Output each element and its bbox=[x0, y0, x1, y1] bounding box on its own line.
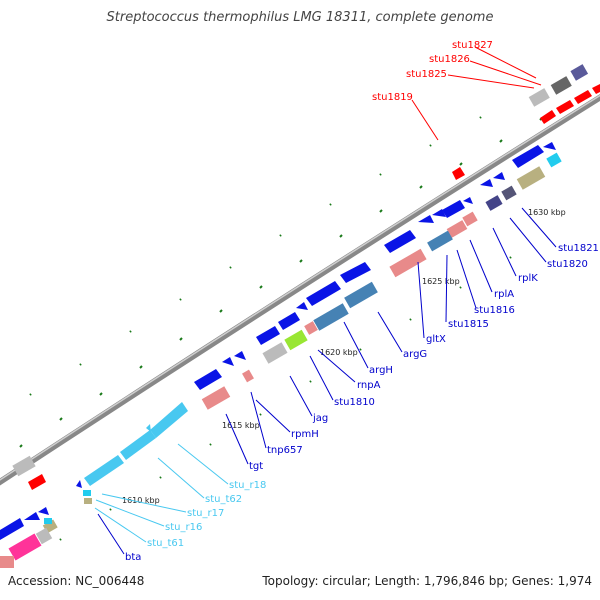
label-rpmH: rpmH bbox=[291, 429, 319, 440]
gene-features bbox=[0, 64, 600, 568]
gene-cds-f bbox=[432, 209, 446, 217]
label-stu1825: stu1825 bbox=[406, 69, 447, 80]
gene-cds-c bbox=[480, 179, 493, 187]
label-rnpA: rnpA bbox=[357, 380, 381, 391]
label-stu_r18: stu_r18 bbox=[229, 480, 266, 491]
gene-stu_r17 bbox=[76, 480, 82, 488]
gene-rplA bbox=[485, 195, 503, 211]
label-jag: jag bbox=[312, 413, 328, 424]
gene-cds-p bbox=[222, 357, 234, 366]
gene-left-cds-1 bbox=[0, 518, 24, 540]
gene-left-teal bbox=[44, 518, 52, 524]
kbp-1630: 1630 kbp bbox=[528, 208, 566, 217]
gene-stu1819 bbox=[452, 167, 465, 180]
gene-stu1826 bbox=[550, 76, 572, 95]
label-stu_t61: stu_t61 bbox=[147, 538, 184, 549]
label-argG: argG bbox=[403, 349, 427, 360]
label-stu1810: stu1810 bbox=[334, 397, 375, 408]
gene-label-texts: stu1827 stu1826 stu1825 stu1819 stu1821 … bbox=[125, 40, 599, 563]
gene-cds-i bbox=[384, 230, 416, 253]
gene-stu_r18-b bbox=[120, 430, 156, 460]
gene-cds-j bbox=[340, 262, 371, 283]
label-stu1819: stu1819 bbox=[372, 92, 413, 103]
gene-stu_r16 bbox=[83, 490, 91, 496]
label-stu1816: stu1816 bbox=[474, 305, 515, 316]
genome-backbone-highlight bbox=[0, 94, 600, 481]
gene-cds-q bbox=[194, 369, 222, 390]
gene-red-4 bbox=[592, 84, 600, 94]
label-tgt: tgt bbox=[249, 461, 263, 472]
label-stu1826: stu1826 bbox=[429, 54, 470, 65]
label-argH: argH bbox=[369, 365, 393, 376]
gene-cds-o bbox=[234, 351, 246, 360]
accession-text: Accession: NC_006448 bbox=[8, 574, 145, 588]
gene-tgt bbox=[201, 386, 231, 410]
gene-cds-g bbox=[442, 200, 465, 218]
kbp-1615: 1615 kbp bbox=[222, 421, 260, 430]
gene-rpmH bbox=[262, 342, 288, 364]
gene-cds-k bbox=[306, 281, 341, 306]
gene-stu1815 bbox=[446, 220, 468, 238]
gene-cds-a bbox=[512, 145, 544, 168]
gene-cds-l bbox=[296, 302, 308, 310]
gene-cds-b bbox=[543, 142, 556, 150]
gene-left-cds-2 bbox=[24, 512, 40, 520]
label-stu1821: stu1821 bbox=[558, 243, 599, 254]
gene-jag bbox=[284, 329, 308, 351]
label-tnp657: tnp657 bbox=[267, 445, 303, 456]
gene-left-pink bbox=[0, 556, 14, 568]
label-rplK: rplK bbox=[518, 273, 538, 284]
gene-stu_r18-c bbox=[84, 455, 124, 486]
leader-lines bbox=[94, 46, 557, 555]
gene-left-gray bbox=[12, 455, 36, 477]
label-stu_r16: stu_r16 bbox=[165, 522, 202, 533]
label-stu_r17: stu_r17 bbox=[187, 508, 224, 519]
genome-summary-text: Topology: circular; Length: 1,796,846 bp… bbox=[262, 574, 592, 588]
kbp-1610: 1610 kbp bbox=[122, 496, 160, 505]
gene-rnpA bbox=[313, 303, 349, 331]
kbp-1620: 1620 kbp bbox=[320, 348, 358, 357]
gene-left-magenta bbox=[8, 533, 42, 561]
gene-stu1825 bbox=[528, 88, 550, 107]
gene-stu1816 bbox=[462, 211, 478, 227]
gene-gltX bbox=[427, 230, 453, 252]
label-stu1827: stu1827 bbox=[452, 40, 493, 51]
gene-stu1827 bbox=[570, 64, 589, 81]
gene-argG bbox=[389, 248, 427, 278]
gene-stu1820 bbox=[516, 166, 546, 190]
gene-red-2 bbox=[556, 100, 574, 114]
gene-cds-n bbox=[256, 326, 280, 345]
gene-stu1821 bbox=[546, 152, 562, 168]
genome-backbone bbox=[0, 93, 600, 486]
map-title: Streptococcus thermophilus LMG 18311, co… bbox=[106, 10, 494, 25]
label-stu1820: stu1820 bbox=[547, 259, 588, 270]
kbp-labels: 1610 kbp 1615 kbp 1620 kbp 1625 kbp 1630… bbox=[122, 208, 566, 505]
label-bta: bta bbox=[125, 552, 141, 563]
gene-cds-d bbox=[493, 172, 505, 180]
gene-left-gray2 bbox=[35, 527, 53, 545]
gene-cds-h bbox=[463, 197, 473, 204]
gene-stu_r18 bbox=[150, 402, 188, 438]
label-stu_t62: stu_t62 bbox=[205, 494, 242, 505]
gene-left-red bbox=[28, 474, 46, 490]
gene-red-1 bbox=[540, 110, 556, 124]
gene-cds-m bbox=[278, 312, 300, 330]
gene-red-3 bbox=[574, 90, 592, 104]
gene-left-cds-3 bbox=[38, 507, 49, 515]
gene-rplK bbox=[501, 185, 517, 201]
label-stu1815: stu1815 bbox=[448, 319, 489, 330]
kbp-1625: 1625 kbp bbox=[422, 277, 460, 286]
gene-tnp657 bbox=[242, 369, 254, 383]
gene-stu_t61 bbox=[84, 498, 92, 504]
gene-stu_t62 bbox=[146, 424, 151, 432]
label-gltX: gltX bbox=[426, 334, 446, 345]
gene-stu1810 bbox=[304, 321, 318, 335]
gene-cds-e bbox=[418, 215, 434, 223]
gene-argH bbox=[344, 281, 378, 309]
label-rplA: rplA bbox=[494, 289, 514, 300]
